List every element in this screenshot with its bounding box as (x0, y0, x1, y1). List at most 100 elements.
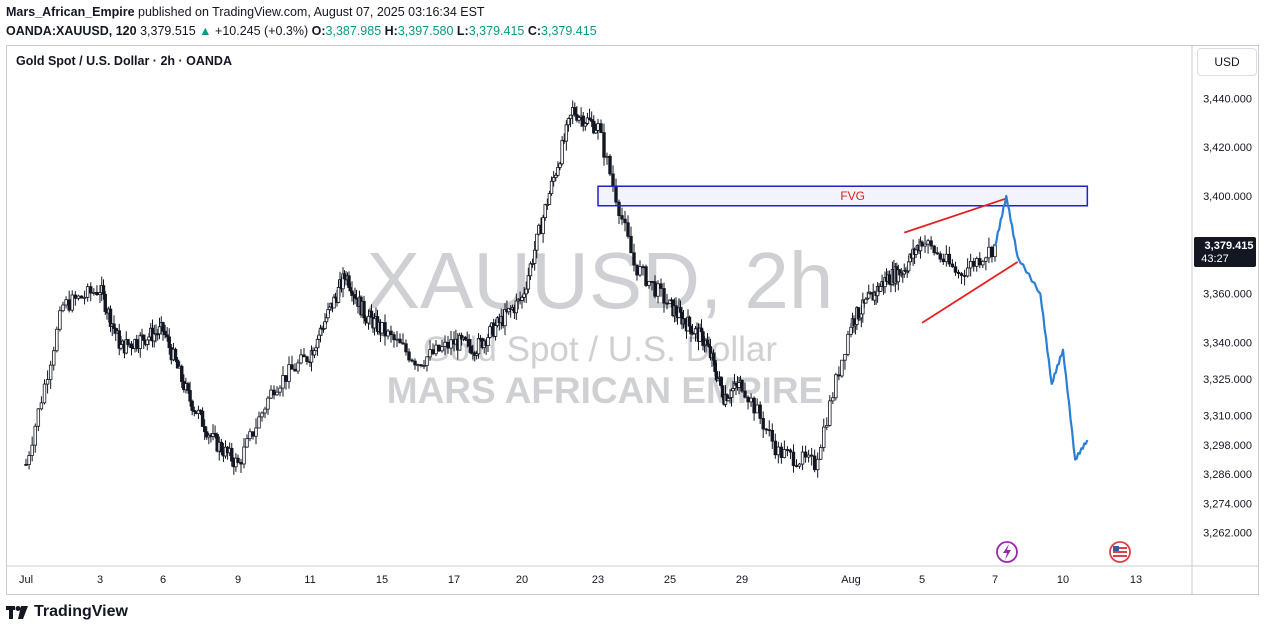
candle-body (932, 245, 936, 254)
price-axis-label: 3,440.000 (1203, 93, 1252, 105)
candle-body (554, 174, 558, 178)
candle-body (981, 260, 985, 266)
candle-body (474, 353, 479, 356)
candle-body (165, 334, 169, 338)
symbol-label: OANDA:XAUUSD, 120 (6, 24, 137, 38)
candle-body (135, 339, 139, 348)
candle-body (296, 362, 300, 372)
published-text: published on TradingView.com, August 07,… (138, 5, 485, 19)
candle-body (608, 155, 612, 175)
time-axis-label: 11 (304, 574, 315, 586)
candle-body (573, 107, 577, 115)
candle-body (752, 397, 756, 414)
candle-body (764, 428, 768, 431)
candle-body (822, 426, 826, 448)
candle-body (819, 447, 823, 460)
candle-body (653, 281, 657, 297)
candle-body (605, 155, 609, 158)
author-name[interactable]: Mars_African_Empire (6, 5, 135, 19)
candle-body (348, 287, 353, 292)
candle-body (803, 451, 808, 458)
candle-body (443, 341, 447, 347)
currency-button[interactable]: USD (1197, 48, 1257, 76)
fvg-zone[interactable]: FVG (597, 185, 1089, 207)
candle-body (602, 132, 606, 158)
watermark-description: Gold Spot / U.S. Dollar (423, 330, 777, 369)
time-axis-label: 6 (160, 574, 166, 586)
candle-body (828, 400, 832, 426)
candle-body (82, 296, 87, 299)
candle-body (323, 321, 327, 329)
candle-body (89, 286, 93, 294)
price-tag-value: 3,379.415 (1205, 240, 1254, 252)
candle-body (434, 344, 438, 355)
low-value: 3,379.415 (468, 24, 525, 38)
price-axis-label: 3,274.000 (1203, 498, 1252, 510)
candle-body (635, 264, 639, 276)
candle-body (947, 253, 952, 265)
candle-body (175, 359, 180, 369)
candle-body (812, 455, 817, 471)
time-axis-label: 7 (992, 574, 998, 586)
fvg-rectangle[interactable] (597, 185, 1089, 207)
chart-frame (6, 45, 1259, 595)
watermark-symbol: XAUUSD, 2h (367, 236, 834, 325)
candle-body (770, 430, 774, 442)
candle-body (42, 383, 47, 404)
candle-body (242, 446, 246, 465)
candle-body (541, 217, 545, 234)
candle-body (213, 432, 217, 435)
candle-body (806, 454, 811, 458)
candle-body (366, 315, 371, 324)
time-axis-label: 9 (235, 574, 241, 586)
candle-body (211, 432, 215, 437)
candle-body (503, 309, 507, 327)
price-change: +10.245 (+0.3%) (215, 24, 309, 38)
fvg-label: FVG (840, 189, 865, 203)
candle-body (526, 275, 531, 290)
time-axis[interactable]: Jul 3 6 9 11 15 17 20 23 25 29 Aug 5 7 10 13 (19, 574, 1142, 586)
time-axis-label: Jul (19, 574, 33, 586)
candle-body (467, 338, 471, 347)
high-value: 3,397.580 (397, 24, 454, 38)
candle-body (837, 374, 841, 377)
wedge-lower-line (921, 261, 1019, 324)
candle-body (856, 307, 861, 320)
candle-body (138, 334, 142, 349)
us-flag-event-icon[interactable] (1109, 541, 1131, 563)
rising-wedge[interactable] (903, 197, 1019, 324)
price-axis[interactable]: 3,440.000 3,420.000 3,400.000 3,360.000 3,34… (1203, 93, 1252, 539)
candle-body (440, 346, 444, 352)
candle-body (103, 293, 107, 312)
candle-body (849, 326, 853, 335)
candle-body (52, 350, 56, 366)
candle-body (129, 343, 134, 349)
candle-body (701, 331, 705, 346)
candle-body (647, 281, 651, 286)
last-price: 3,379.515 (140, 24, 196, 38)
tradingview-brand[interactable]: TradingView (6, 603, 128, 621)
candle-body (263, 408, 267, 414)
candle-body (92, 292, 96, 294)
candle-body (665, 302, 669, 305)
candle-body (549, 180, 554, 194)
lightning-event-icon[interactable] (996, 541, 1018, 563)
candle-body (55, 328, 59, 352)
candle-body (362, 300, 366, 319)
candle-body (524, 288, 528, 295)
candle-body (353, 294, 357, 299)
candle-body (737, 382, 741, 388)
candle-body (941, 258, 945, 263)
time-axis-label: 23 (592, 574, 604, 586)
candle-body (200, 410, 205, 427)
candle-body (514, 300, 519, 314)
open-value: 3,387.985 (325, 24, 382, 38)
time-axis-label: 29 (736, 574, 748, 586)
candle-body (95, 292, 99, 296)
candle-body (935, 252, 939, 255)
candle-body (678, 307, 683, 313)
publish-line: Mars_African_Empire published on Trading… (6, 3, 597, 22)
candle-body (278, 387, 282, 393)
candle-body (437, 344, 441, 352)
